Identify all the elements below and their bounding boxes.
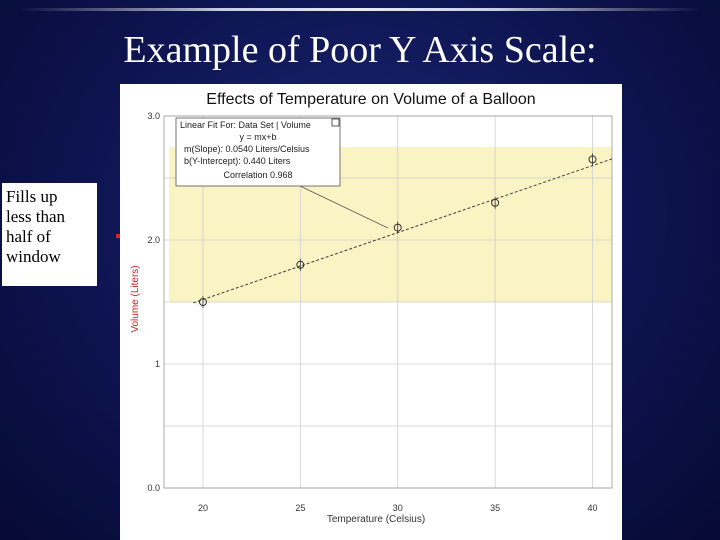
axes-layer: 20 25 30 35 40 0.0 1 2.0 3.0	[147, 111, 613, 513]
top-divider-rule	[22, 8, 698, 11]
y-tick-label: 0.0	[147, 483, 160, 493]
points-layer	[198, 153, 597, 308]
chart-title: Effects of Temperature on Volume of a Ba…	[206, 91, 535, 108]
plot-frame	[163, 115, 613, 489]
fit-line-4: b(Y-Intercept): 0.440 Liters	[184, 156, 291, 166]
callout-note: Fills up less than half of window	[2, 183, 97, 286]
fit-info-box-pointer	[299, 185, 389, 229]
y-tick-label: 3.0	[147, 111, 160, 121]
x-tick-label: 35	[490, 503, 500, 513]
y-axis-label: Volume (Liters)	[130, 265, 141, 332]
callout-line: Fills up	[6, 187, 58, 206]
y-tick-label: 1	[155, 359, 160, 369]
fit-info-box-frame	[175, 117, 341, 187]
x-tick-label: 40	[588, 503, 598, 513]
slide-title: Example of Poor Y Axis Scale:	[123, 29, 597, 71]
fit-info-box: Linear Fit For: Data Set | Volume y = mx…	[175, 117, 389, 229]
fit-line-3: m(Slope): 0.0540 Liters/Celsius	[184, 144, 310, 154]
y-tick-label: 2.0	[147, 235, 160, 245]
x-axis-label: Temperature (Celsius)	[327, 514, 425, 525]
fit-info-box-close[interactable]	[331, 118, 340, 127]
x-tick-label: 20	[198, 503, 208, 513]
chart-panel: 20 25 30 35 40 0.0 1 2.0 3.0 Effects of Temperat…	[120, 84, 622, 540]
chart-svg: 20 25 30 35 40 0.0 1 2.0 3.0 Effects of Temperat…	[130, 91, 613, 525]
x-tick-label: 25	[295, 503, 305, 513]
fit-line-5: Correlation 0.968	[223, 170, 292, 180]
x-tick-label: 30	[393, 503, 403, 513]
callout-line: half of	[6, 227, 51, 246]
fit-line-2: y = mx+b	[239, 132, 276, 142]
fit-layer	[193, 158, 613, 304]
callout-line: window	[6, 247, 61, 266]
callout-line: less than	[6, 207, 66, 226]
fit-line	[193, 158, 613, 304]
fit-line-1: Linear Fit For: Data Set | Volume	[180, 120, 311, 130]
